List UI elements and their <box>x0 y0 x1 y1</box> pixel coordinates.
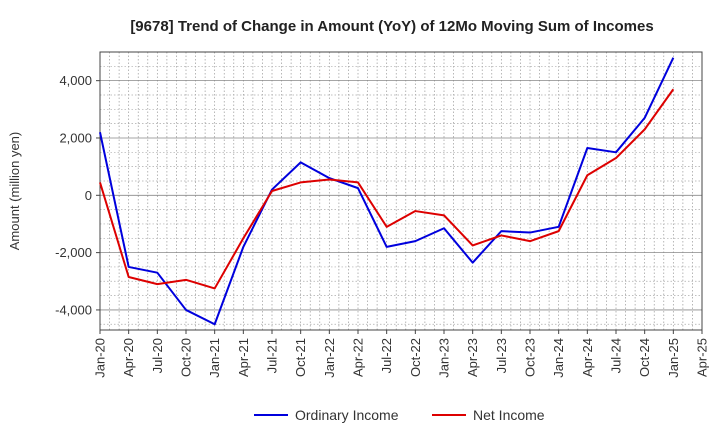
plot-area <box>99 51 703 331</box>
x-tick-label: Jan-25 <box>666 338 681 378</box>
legend-label: Net Income <box>473 407 545 423</box>
x-tick-label: Jul-21 <box>265 338 280 373</box>
legend: Ordinary Income Net Income <box>254 407 545 423</box>
grid <box>100 51 702 330</box>
chart-title: [9678] Trend of Change in Amount (YoY) o… <box>130 18 653 35</box>
series-lines <box>99 57 675 326</box>
x-tick-label: Jan-23 <box>437 338 452 378</box>
x-tick-label: Apr-23 <box>465 338 480 377</box>
x-axis: Jan-20 Apr-20 Jul-20 Oct-20 Jan-21 Apr-21 Jul-… <box>93 330 710 378</box>
x-tick-label: Jul-22 <box>379 338 394 373</box>
x-tick-label: Jan-20 <box>93 338 108 378</box>
x-tick-label: Jul-23 <box>494 338 509 373</box>
x-tick-label: Apr-21 <box>236 338 251 377</box>
y-tick-label: 2,000 <box>59 130 92 145</box>
x-tick-label: Oct-21 <box>293 338 308 377</box>
x-tick-label: Oct-20 <box>179 338 194 377</box>
x-tick-label: Apr-25 <box>695 338 710 377</box>
x-tick-label: Oct-23 <box>523 338 538 377</box>
x-tick-label: Jul-20 <box>150 338 165 373</box>
x-tick-label: Jan-22 <box>322 338 337 378</box>
x-tick-label: Oct-24 <box>637 338 652 377</box>
x-tick-label: Oct-22 <box>408 338 423 377</box>
y-tick-label: 0 <box>85 188 92 203</box>
x-tick-label: Apr-24 <box>580 338 595 377</box>
x-tick-label: Apr-22 <box>351 338 366 377</box>
series-line-ordinary-income <box>99 57 675 326</box>
legend-label: Ordinary Income <box>295 407 399 423</box>
x-tick-label: Jul-24 <box>609 338 624 373</box>
x-tick-label: Apr-20 <box>121 338 136 377</box>
y-tick-label: 4,000 <box>59 73 92 88</box>
y-axis: -4,000 -2,000 0 2,000 4,000 <box>55 73 100 317</box>
x-tick-label: Jan-21 <box>207 338 222 378</box>
x-tick-label: Jan-24 <box>551 338 566 378</box>
y-tick-label: -4,000 <box>55 302 92 317</box>
y-tick-label: -2,000 <box>55 245 92 260</box>
y-axis-label: Amount (million yen) <box>7 132 22 251</box>
series-line-net-income <box>99 88 675 290</box>
